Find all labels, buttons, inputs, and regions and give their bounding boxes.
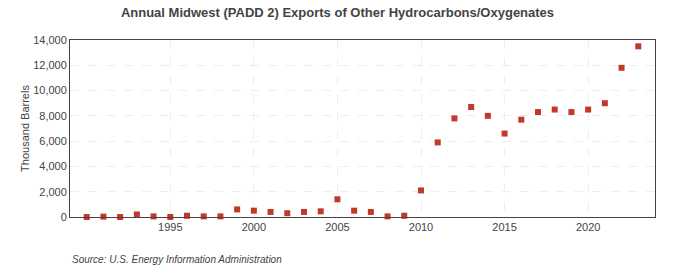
svg-text:1995: 1995: [158, 221, 182, 233]
svg-text:8,000: 8,000: [39, 110, 67, 122]
svg-text:Thousand Barrels: Thousand Barrels: [19, 85, 31, 172]
svg-text:14,000: 14,000: [33, 34, 67, 46]
svg-text:2010: 2010: [409, 221, 433, 233]
svg-text:2020: 2020: [576, 221, 600, 233]
svg-text:2,000: 2,000: [39, 186, 67, 198]
svg-text:2015: 2015: [492, 221, 516, 233]
svg-text:12,000: 12,000: [33, 59, 67, 71]
svg-text:0: 0: [61, 211, 67, 223]
svg-text:2000: 2000: [242, 221, 266, 233]
svg-text:4,000: 4,000: [39, 160, 67, 172]
svg-text:10,000: 10,000: [33, 84, 67, 96]
svg-text:Annual Midwest (PADD 2) Export: Annual Midwest (PADD 2) Exports of Other…: [121, 5, 554, 20]
svg-text:Source: U.S. Energy Informatio: Source: U.S. Energy Information Administ…: [72, 254, 282, 265]
svg-text:6,000: 6,000: [39, 135, 67, 147]
svg-text:2005: 2005: [325, 221, 349, 233]
